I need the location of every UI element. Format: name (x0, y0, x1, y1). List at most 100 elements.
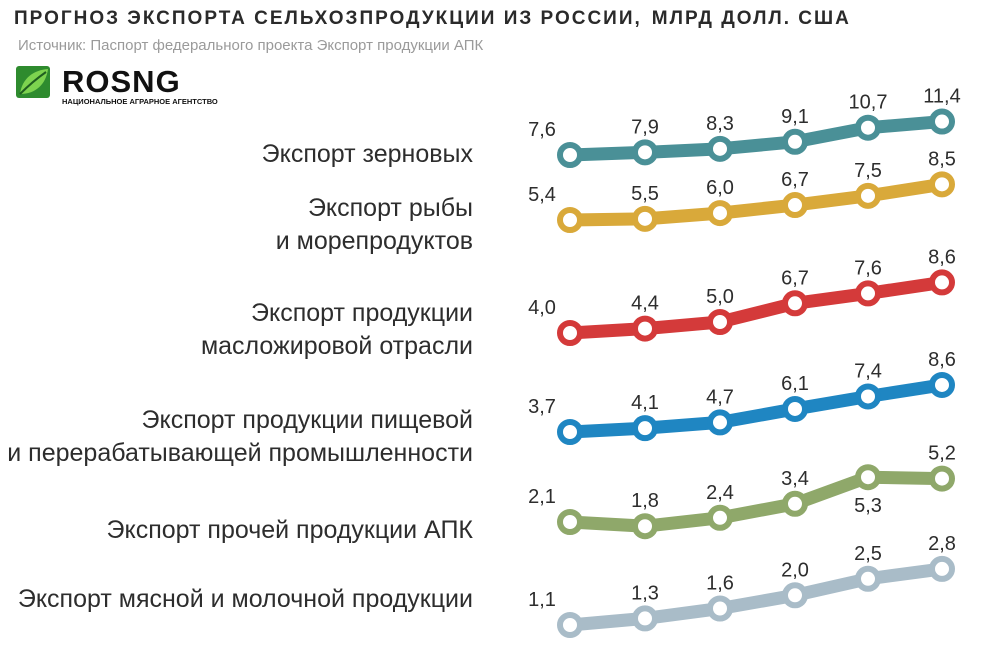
data-point (707, 504, 733, 531)
data-label: 2,1 (528, 486, 556, 508)
title-unit: МЛРД ДОЛЛ. США (651, 8, 851, 29)
series-label-line: Экспорт продукции пищевой (141, 406, 473, 434)
data-point (929, 269, 955, 296)
data-label: 1,8 (631, 490, 659, 512)
data-label: 3,7 (528, 396, 556, 418)
data-label: 4,7 (706, 386, 734, 408)
data-point (855, 280, 881, 307)
data-label: 7,5 (854, 160, 882, 182)
data-label: 8,3 (706, 113, 734, 135)
series-line (563, 177, 949, 227)
data-point (782, 395, 808, 422)
chart-title: ПРОГНОЗ ЭКСПОРТА СЕЛЬХОЗПРОДУКЦИИ ИЗ РОС… (14, 8, 851, 30)
data-point (557, 612, 583, 638)
data-point (557, 207, 583, 233)
data-label: 1,6 (706, 573, 734, 595)
data-label: 7,6 (528, 119, 556, 141)
chart-source: Источник: Паспорт федерального проекта Э… (18, 37, 484, 54)
data-point (855, 565, 881, 592)
data-point (632, 315, 658, 342)
data-point (632, 139, 658, 166)
data-label: 7,9 (631, 116, 659, 138)
data-label: 4,0 (528, 297, 556, 319)
series-1: 7,6 7,9 8,3 9,1 10,7 11,4 (528, 86, 961, 168)
data-point (632, 205, 658, 232)
data-point (855, 182, 881, 209)
data-label: 2,0 (781, 559, 809, 581)
data-label: 1,3 (631, 582, 659, 604)
data-point (557, 509, 583, 535)
series-line (563, 562, 949, 632)
series-label-line: Экспорт мясной и молочной продукции (17, 585, 473, 613)
data-label: 3,4 (781, 468, 809, 490)
data-point (707, 409, 733, 436)
data-label: 2,4 (706, 482, 734, 504)
series-label: Экспорт прочей продукции АПК (107, 514, 473, 547)
series-3: 4,0 4,4 5,0 6,7 7,6 8,6 (528, 246, 956, 346)
series-label: Экспорт рыбы и морепродуктов (276, 192, 473, 258)
data-label: 5,2 (928, 443, 956, 465)
series-4: 3,7 4,1 4,7 6,1 7,4 8,6 (528, 349, 956, 445)
series-label-line: масложировой отрасли (200, 332, 473, 360)
series-line (563, 470, 949, 533)
series-6: 1,1 1,3 1,6 2,0 2,5 2,8 (528, 533, 956, 638)
data-label: 10,7 (849, 92, 888, 114)
series-label-line: Экспорт зерновых (261, 140, 473, 168)
data-label: 5,3 (854, 495, 882, 517)
data-point (929, 371, 955, 398)
data-point (782, 490, 808, 517)
leaf-icon (16, 66, 50, 98)
series-line (563, 115, 949, 162)
title-text: ПРОГНОЗ ЭКСПОРТА СЕЛЬХОЗПРОДУКЦИИ ИЗ РОС… (14, 8, 642, 29)
data-label: 2,8 (928, 533, 956, 555)
series-line (563, 378, 949, 439)
data-point (707, 309, 733, 335)
series-label: Экспорт продукции пищевой и перерабатываю… (7, 404, 473, 470)
data-point (782, 290, 808, 317)
series-label-line: Экспорт рыбы (307, 194, 473, 222)
data-point (855, 383, 881, 410)
data-label: 6,7 (781, 267, 809, 289)
series-label: Экспорт мясной и молочной продукции (18, 583, 473, 616)
data-label: 5,0 (706, 286, 734, 308)
data-point (632, 415, 658, 442)
data-label: 8,6 (928, 246, 956, 268)
data-label: 6,1 (781, 373, 809, 395)
data-point (557, 320, 583, 346)
data-point (929, 555, 955, 582)
series-label: Экспорт продукции масложировой отрасли (201, 297, 473, 363)
logo-name: ROSNG (62, 64, 181, 99)
series-label-line: и морепродуктов (275, 227, 473, 255)
data-label: 6,7 (781, 169, 809, 191)
data-point (632, 605, 658, 632)
data-label: 7,4 (854, 360, 882, 382)
data-label: 8,6 (928, 349, 956, 371)
series-line (563, 275, 949, 340)
logo-tagline: НАЦИОНАЛЬНОЕ АГРАРНОЕ АГЕНТСТВО (62, 97, 218, 106)
data-label: 4,1 (631, 392, 659, 414)
series-label-line: Экспорт прочей продукции АПК (106, 516, 473, 544)
data-point (782, 582, 808, 609)
data-point (929, 108, 955, 135)
data-label: 11,4 (923, 86, 960, 108)
data-label: 4,4 (631, 293, 659, 315)
logo: ROSNG НАЦИОНАЛЬНОЕ АГРАРНОЕ АГЕНТСТВО (14, 64, 254, 108)
data-label: 1,1 (528, 589, 556, 611)
data-point (632, 513, 658, 540)
data-point (707, 200, 733, 227)
data-point (782, 192, 808, 219)
data-point (557, 142, 583, 168)
data-point (929, 465, 955, 492)
data-point (707, 595, 733, 622)
series-label: Экспорт зерновых (262, 138, 473, 171)
data-label: 9,1 (781, 106, 809, 128)
series-label-line: Экспорт продукции (251, 299, 473, 327)
data-point (855, 114, 881, 141)
series-2: 5,4 5,5 6,0 6,7 7,5 8,5 (528, 148, 956, 233)
data-label: 2,5 (854, 543, 882, 565)
data-label: 7,6 (854, 257, 882, 279)
data-label: 5,5 (631, 183, 659, 205)
data-point (707, 135, 733, 162)
data-label: 5,4 (528, 184, 556, 206)
